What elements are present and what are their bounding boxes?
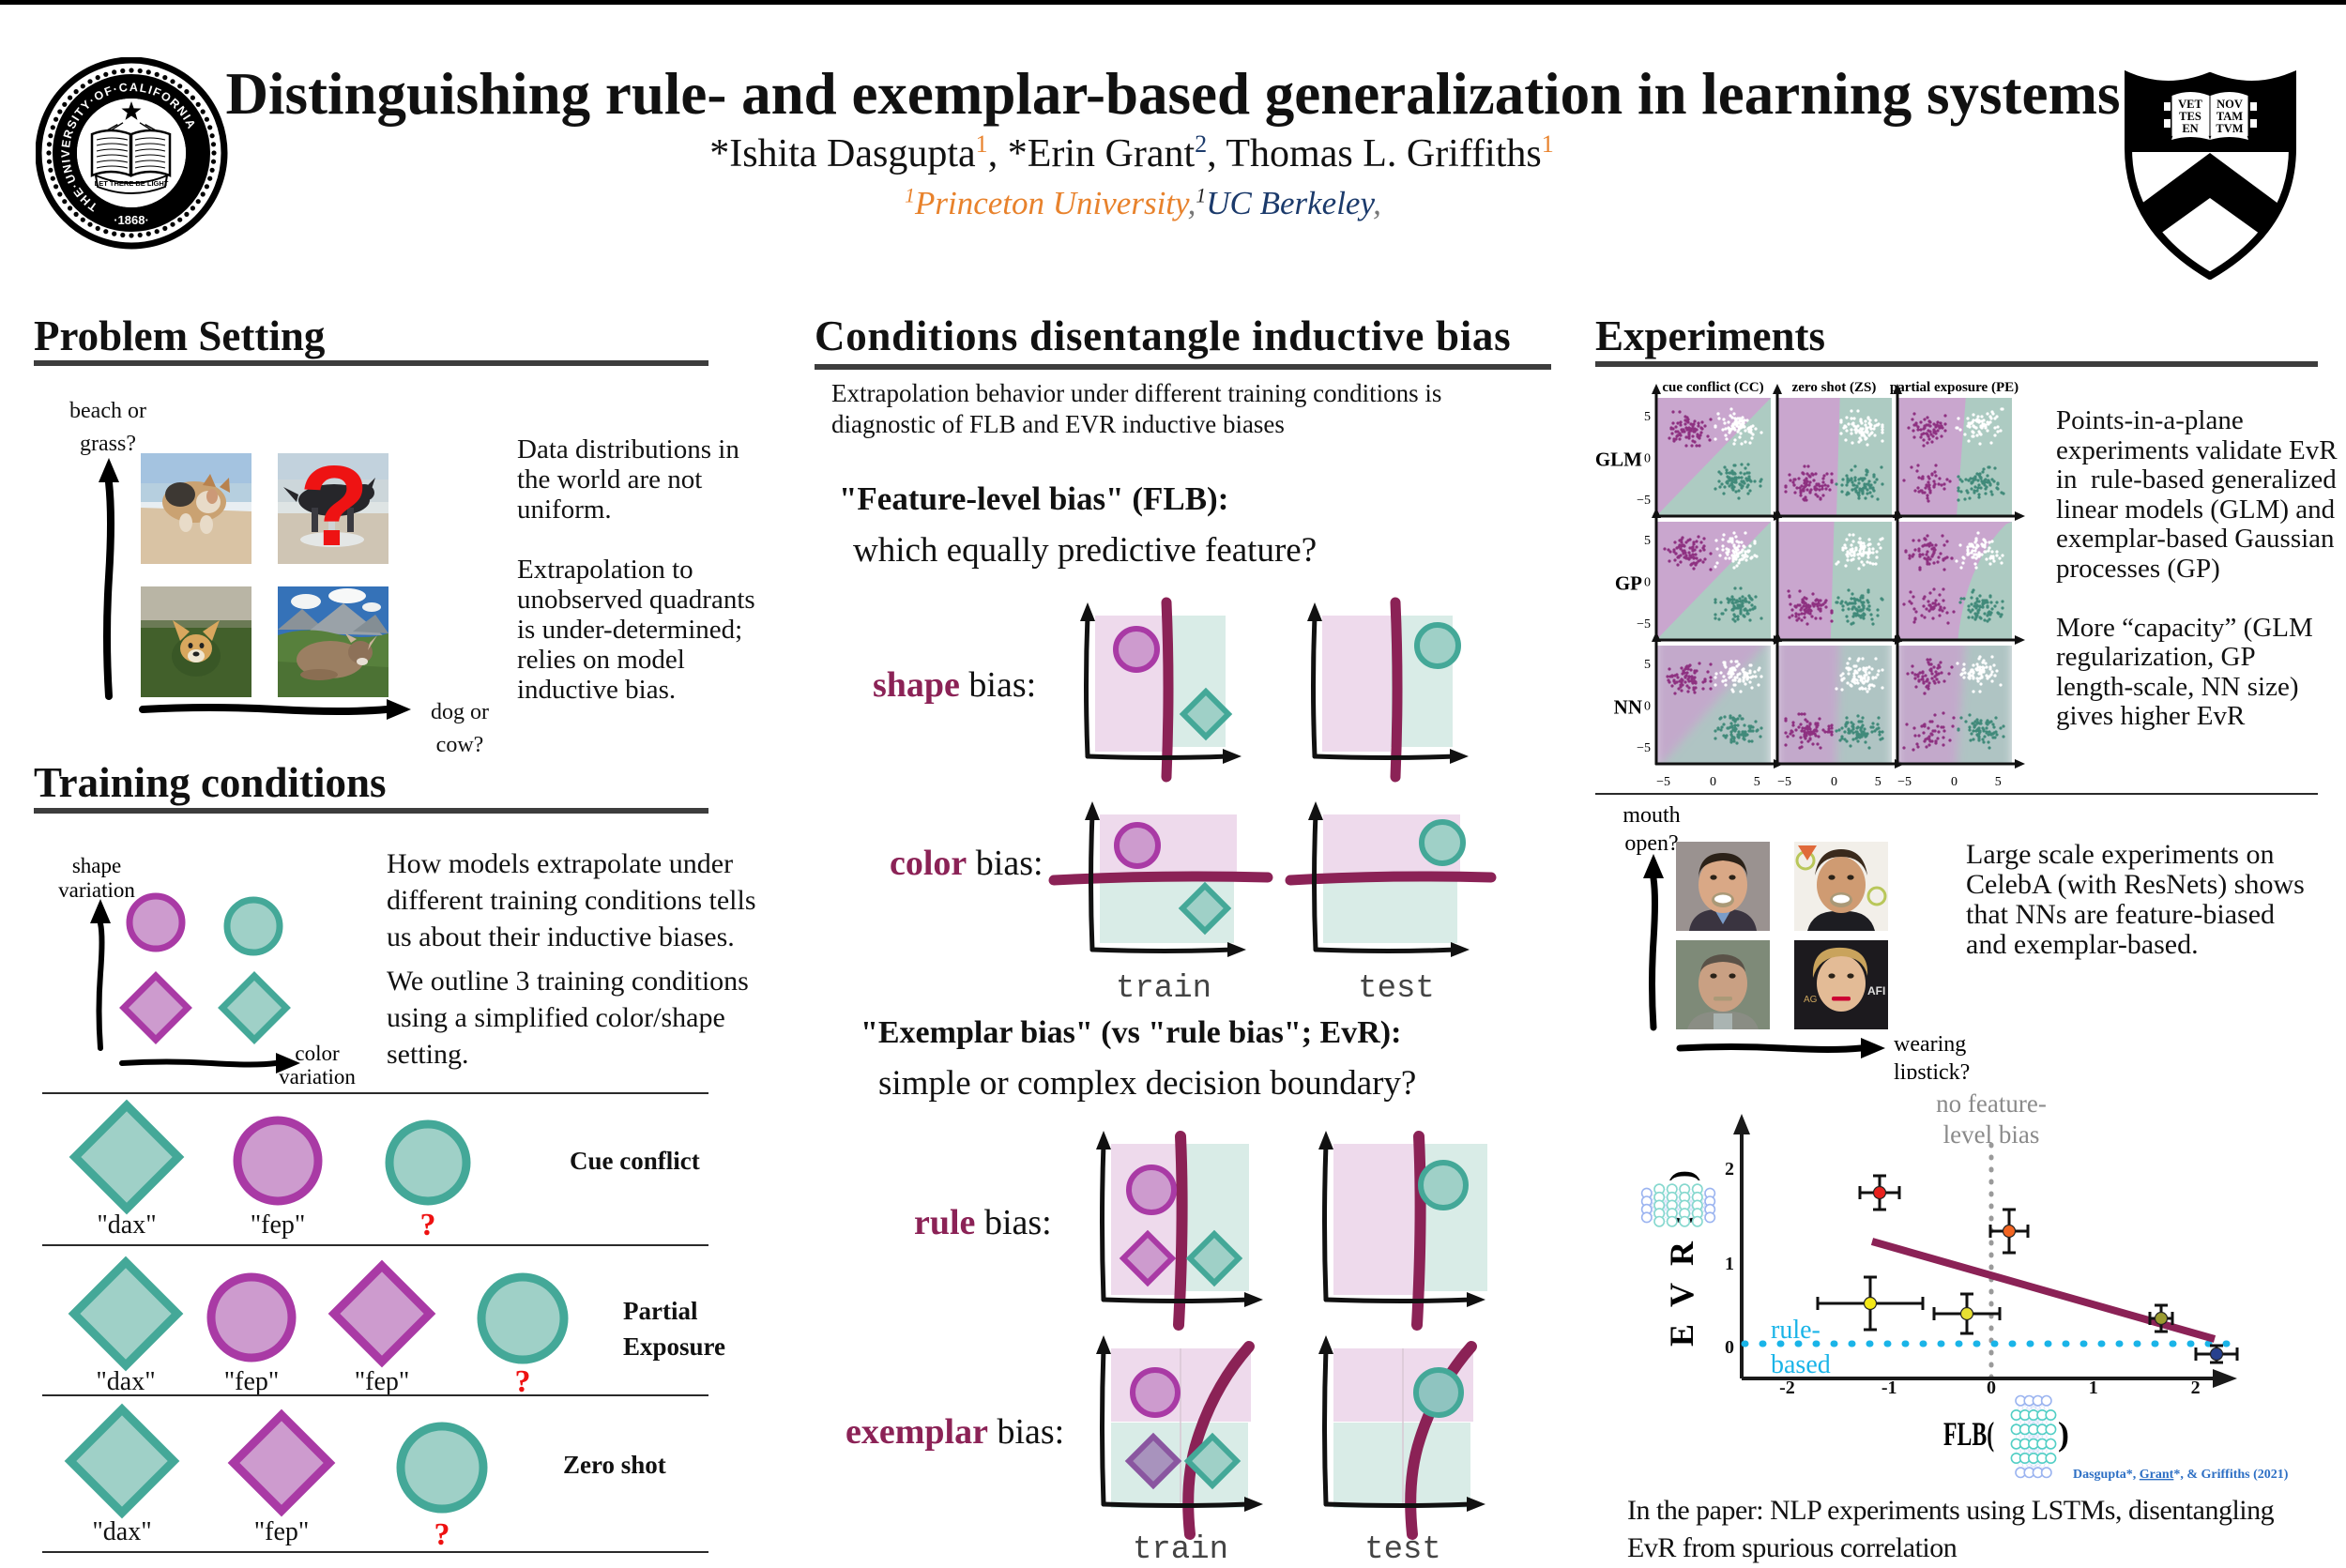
svg-text:1: 1 bbox=[1725, 1254, 1734, 1274]
svg-text:variation: variation bbox=[279, 1065, 356, 1088]
svg-text:-2: -2 bbox=[1779, 1378, 1795, 1398]
svg-text:"fep": "fep" bbox=[254, 1517, 310, 1546]
svg-text:Partial: Partial bbox=[623, 1297, 698, 1325]
svg-text:test: test bbox=[1364, 1532, 1441, 1563]
svg-text:"dax": "dax" bbox=[96, 1367, 155, 1394]
svg-text:0: 0 bbox=[1987, 1378, 1996, 1398]
svg-text:"fep": "fep" bbox=[224, 1367, 280, 1394]
svg-text:Dasgupta*, Grant*, & Griffiths: Dasgupta*, Grant*, & Griffiths (2021) bbox=[2073, 1468, 2289, 1482]
svg-text:variation: variation bbox=[58, 878, 135, 902]
svg-text:0: 0 bbox=[1951, 775, 1958, 789]
svg-text:mouth: mouth bbox=[1622, 803, 1680, 828]
svg-text:2: 2 bbox=[1725, 1159, 1734, 1180]
svg-text:wearing: wearing bbox=[1894, 1032, 1966, 1057]
svg-text:?: ? bbox=[515, 1364, 531, 1394]
svg-text:5: 5 bbox=[1754, 775, 1760, 789]
svg-text:cue conflict (CC): cue conflict (CC) bbox=[1662, 380, 1763, 395]
svg-text:VET: VET bbox=[2178, 98, 2202, 111]
svg-text:rule bias:: rule bias: bbox=[914, 1203, 1052, 1242]
svg-text:−5: −5 bbox=[1637, 494, 1651, 508]
svg-text:0: 0 bbox=[1644, 700, 1651, 714]
svg-text:rule-: rule- bbox=[1771, 1316, 1820, 1345]
svg-text:train: train bbox=[1133, 1532, 1228, 1563]
svg-text:shape bias:: shape bias: bbox=[873, 665, 1036, 705]
svg-text:1: 1 bbox=[2089, 1378, 2098, 1398]
svg-text:Cue conflict: Cue conflict bbox=[570, 1147, 700, 1175]
svg-text:−5: −5 bbox=[1777, 775, 1791, 789]
svg-text:2: 2 bbox=[2191, 1378, 2201, 1398]
svg-text:GP: GP bbox=[1615, 572, 1642, 595]
svg-text:"fep": "fep" bbox=[355, 1367, 410, 1394]
svg-text:AFI: AFI bbox=[1867, 984, 1885, 997]
svg-text:open?: open? bbox=[1624, 831, 1678, 856]
svg-text:−5: −5 bbox=[1897, 775, 1912, 789]
svg-text:TES: TES bbox=[2179, 110, 2201, 123]
svg-text:exemplar bias:: exemplar bias: bbox=[845, 1412, 1064, 1452]
svg-text:color: color bbox=[295, 1042, 340, 1065]
svg-text:TVM: TVM bbox=[2216, 122, 2243, 135]
svg-text:partial exposure (PE): partial exposure (PE) bbox=[1890, 380, 2018, 395]
svg-text:train: train bbox=[1116, 971, 1211, 1004]
svg-text:LET THERE BE LIGHT: LET THERE BE LIGHT bbox=[95, 179, 169, 188]
svg-text:−5: −5 bbox=[1656, 775, 1670, 789]
svg-text:"dax": "dax" bbox=[92, 1517, 151, 1546]
svg-text:5: 5 bbox=[1644, 658, 1651, 672]
svg-text:5: 5 bbox=[1644, 534, 1651, 548]
svg-text:based: based bbox=[1771, 1350, 1831, 1379]
svg-text:level bias: level bias bbox=[1943, 1120, 2040, 1149]
svg-text:FLB(: FLB( bbox=[1943, 1415, 1994, 1453]
svg-text:?: ? bbox=[299, 442, 370, 570]
svg-text:−5: −5 bbox=[1637, 617, 1651, 632]
svg-text:?: ? bbox=[434, 1517, 450, 1551]
svg-text:zero shot (ZS): zero shot (ZS) bbox=[1792, 380, 1877, 395]
svg-text:0: 0 bbox=[1710, 775, 1716, 789]
svg-text:0: 0 bbox=[1831, 775, 1837, 789]
svg-text:Exposure: Exposure bbox=[623, 1332, 725, 1361]
svg-text:5: 5 bbox=[1644, 410, 1651, 424]
svg-text:): ) bbox=[1663, 1170, 1700, 1181]
svg-text:EN: EN bbox=[2182, 122, 2198, 135]
svg-text:−5: −5 bbox=[1637, 741, 1651, 755]
svg-text:test: test bbox=[1358, 971, 1435, 1004]
svg-text:5: 5 bbox=[1875, 775, 1881, 789]
svg-text:"fep": "fep" bbox=[251, 1210, 306, 1240]
svg-text:GLM: GLM bbox=[1595, 449, 1642, 471]
svg-text:Zero shot: Zero shot bbox=[563, 1451, 666, 1479]
svg-text:5: 5 bbox=[1995, 775, 2002, 789]
svg-text:): ) bbox=[2058, 1415, 2069, 1453]
svg-text:shape: shape bbox=[72, 854, 121, 877]
svg-text:EVR(: EVR( bbox=[1663, 1213, 1700, 1347]
svg-text:NN: NN bbox=[1614, 696, 1642, 719]
svg-text:TAM: TAM bbox=[2217, 110, 2243, 123]
svg-text:0: 0 bbox=[1644, 452, 1651, 466]
svg-text:color bias:: color bias: bbox=[890, 844, 1044, 883]
svg-text:"dax": "dax" bbox=[97, 1210, 156, 1240]
svg-text:·1868·: ·1868· bbox=[114, 213, 149, 227]
svg-text:0: 0 bbox=[1644, 576, 1651, 590]
svg-text:no feature-: no feature- bbox=[1936, 1089, 2047, 1118]
svg-text:NOV: NOV bbox=[2217, 98, 2243, 111]
svg-text:AG: AG bbox=[1804, 995, 1818, 1005]
svg-text:0: 0 bbox=[1725, 1337, 1734, 1358]
svg-text:?: ? bbox=[420, 1208, 436, 1242]
svg-text:-1: -1 bbox=[1881, 1378, 1897, 1398]
